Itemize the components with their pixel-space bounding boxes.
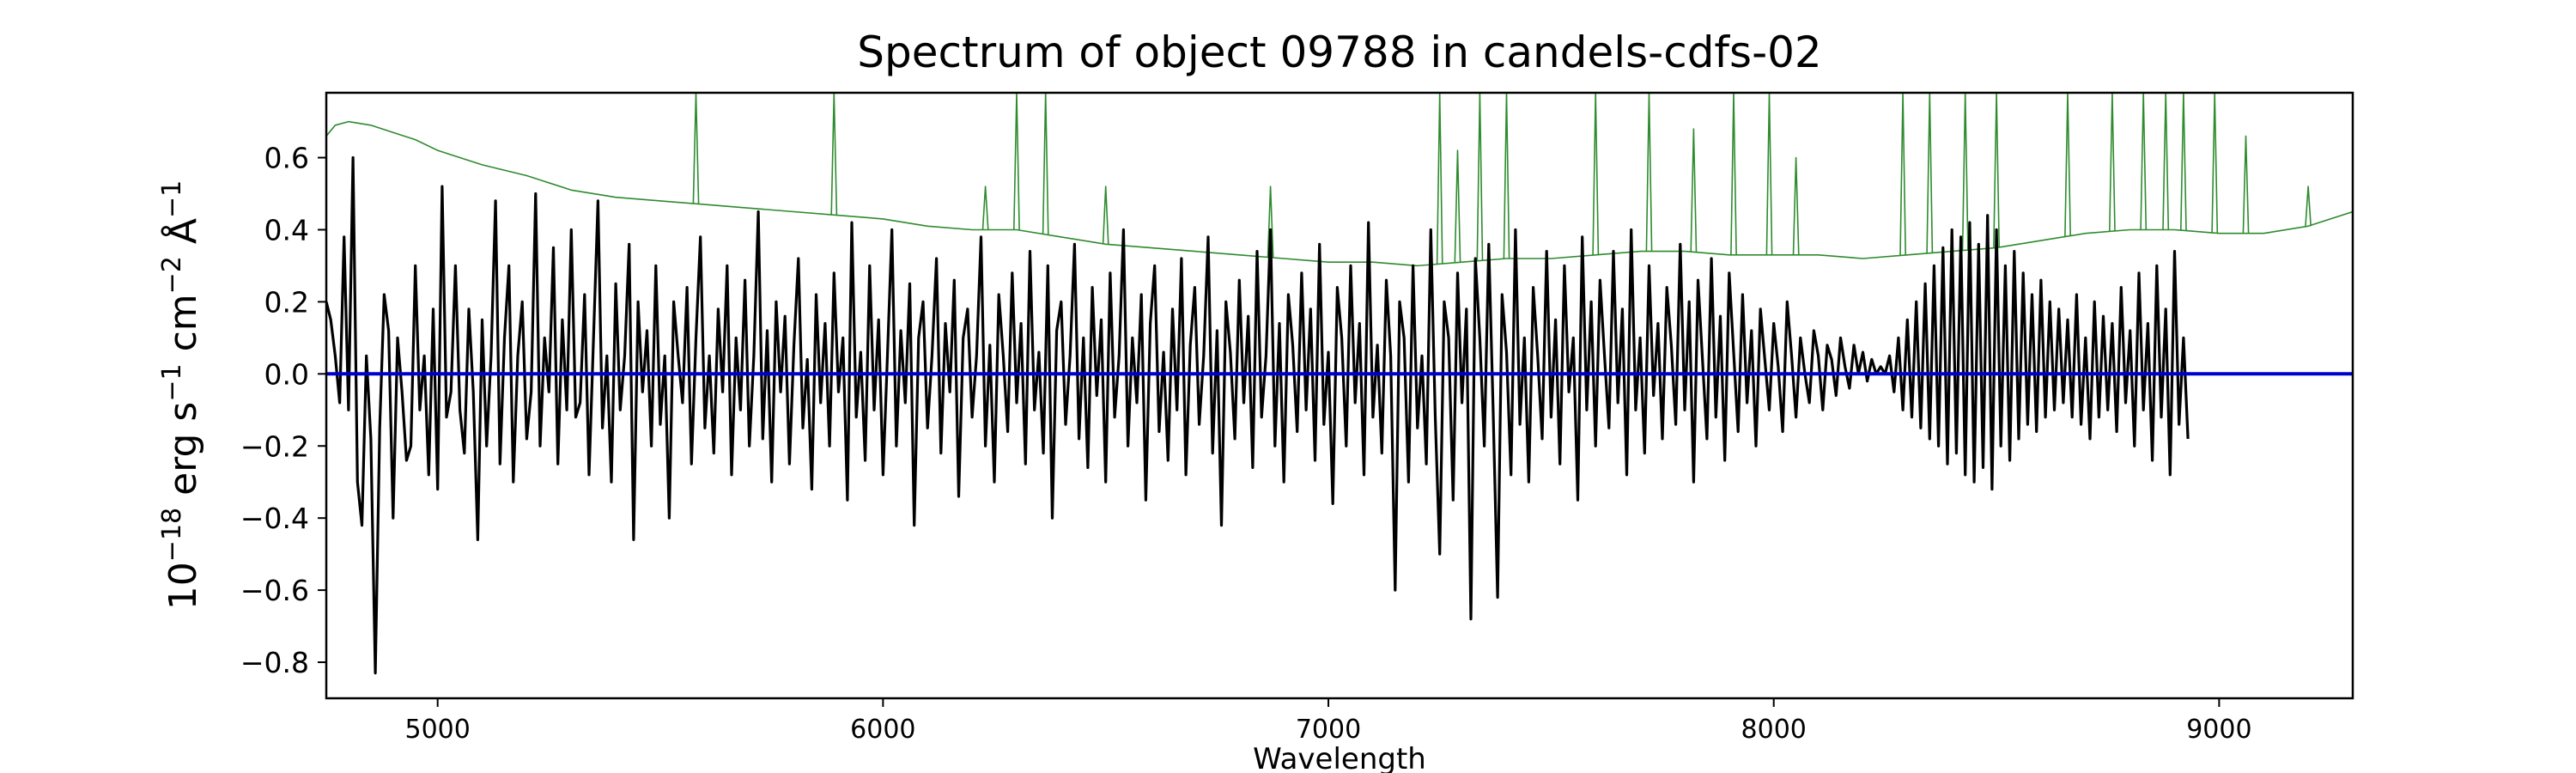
noise-spike-28: [2305, 186, 2312, 227]
y-label-exp: −18: [157, 508, 187, 562]
noise-spike-12: [1645, 93, 1653, 252]
x-tick-label-1: 6000: [850, 715, 915, 745]
noise-spike-4: [981, 186, 989, 230]
y-tick-label-6: 0.4: [264, 213, 309, 247]
y-tick-label-1: −0.6: [240, 574, 309, 607]
noise-spike-6: [1267, 186, 1274, 258]
noise-spike-8: [1454, 149, 1461, 263]
x-tick-label-2: 7000: [1296, 715, 1361, 745]
noise-spike-22: [2109, 93, 2116, 232]
plot-frame: [325, 91, 2354, 700]
y-label-exp2: −2: [157, 256, 187, 294]
noise-spike-15: [1765, 93, 1773, 255]
y-label-unit3: Å: [160, 218, 205, 256]
noise-spike-17: [1899, 93, 1906, 256]
y-label-exp1: −1: [157, 363, 187, 401]
x-axis: 5000 6000 7000 8000 9000: [404, 698, 2252, 745]
y-tick-label-7: 0.6: [264, 142, 309, 175]
y-tick-label-4: 0.0: [264, 357, 309, 391]
x-tick-label-0: 5000: [404, 715, 470, 745]
y-axis: −0.8 −0.6 −0.4 −0.2 0.0 0.2 0.4 0.6: [240, 142, 326, 679]
x-tick-label-3: 8000: [1741, 715, 1807, 745]
y-label-base: 10: [161, 562, 205, 610]
noise-spike-21: [2064, 93, 2071, 237]
y-axis-label: 10−18 erg s−1 cm−2 Å−1: [157, 180, 205, 610]
noise-spike-13: [1690, 128, 1698, 253]
noise-spike-16: [1792, 156, 1800, 255]
noise-spike-7: [1436, 93, 1443, 265]
noise-spike-11: [1592, 93, 1600, 255]
y-label-exp3: −1: [157, 180, 187, 218]
x-axis-label: Wavelength: [1253, 742, 1426, 773]
noise-spike-2: [1013, 93, 1020, 230]
series-layer: [326, 93, 2353, 675]
noise-spike-24: [2162, 93, 2170, 230]
noise-spike-0: [692, 93, 700, 204]
noise-spike-3: [1042, 93, 1049, 234]
noise-spike-5: [1102, 186, 1109, 245]
noise-spike-26: [2211, 93, 2219, 234]
y-tick-label-2: −0.4: [240, 502, 309, 535]
noise-spike-25: [2180, 93, 2187, 231]
y-tick-label-0: −0.8: [240, 646, 309, 679]
noise-spike-14: [1730, 93, 1737, 255]
noise-spike-19: [1961, 93, 1969, 251]
chart-title: Spectrum of object 09788 in candels-cdfs…: [857, 27, 1822, 77]
noise-spike-18: [1926, 93, 1934, 253]
noise-spike-23: [2140, 93, 2148, 230]
y-label-unit2: cm: [161, 294, 205, 363]
y-label-unit1: erg s: [161, 402, 205, 508]
noise-spike-1: [830, 93, 838, 216]
noise-spike-20: [1993, 93, 2000, 248]
x-tick-label-4: 9000: [2186, 715, 2251, 745]
noise-spike-10: [1503, 93, 1510, 259]
noise-spike-9: [1476, 93, 1484, 261]
noise-spike-27: [2242, 135, 2250, 234]
flux-spectrum-line: [326, 155, 2190, 675]
y-tick-label-5: 0.2: [264, 285, 309, 319]
y-tick-label-3: −0.2: [240, 429, 309, 463]
